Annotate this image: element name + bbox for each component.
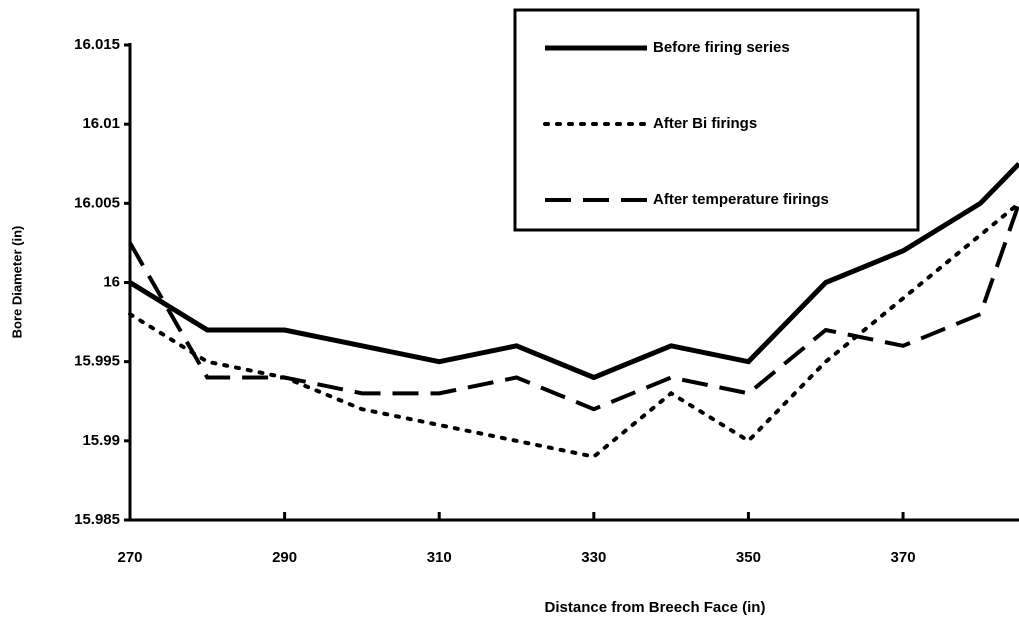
legend-label: After Bi firings xyxy=(653,115,757,132)
legend-label: After temperature firings xyxy=(653,191,829,208)
line-series xyxy=(128,162,1019,381)
x-tick-label: 310 xyxy=(427,549,452,566)
x-tick-label: 290 xyxy=(272,549,297,566)
legend-label: Before firing series xyxy=(653,39,790,56)
line-series xyxy=(128,202,1019,412)
y-tick-label: 16.005 xyxy=(74,194,120,211)
y-tick-label: 15.99 xyxy=(82,432,120,449)
y-axis-label: Bore Diameter (in) xyxy=(9,226,24,339)
y-tick-label: 15.985 xyxy=(74,511,120,528)
x-axis-label: Distance from Breech Face (in) xyxy=(545,599,766,616)
x-tick-label: 330 xyxy=(581,549,606,566)
y-tick-label: 16 xyxy=(103,273,120,290)
y-tick-label: 15.995 xyxy=(74,353,120,370)
x-tick-label: 370 xyxy=(891,549,916,566)
x-tick-label: 270 xyxy=(117,549,142,566)
y-tick-label: 16.015 xyxy=(74,36,120,53)
y-tick-label: 16.01 xyxy=(82,115,120,132)
x-tick-label: 350 xyxy=(736,549,761,566)
